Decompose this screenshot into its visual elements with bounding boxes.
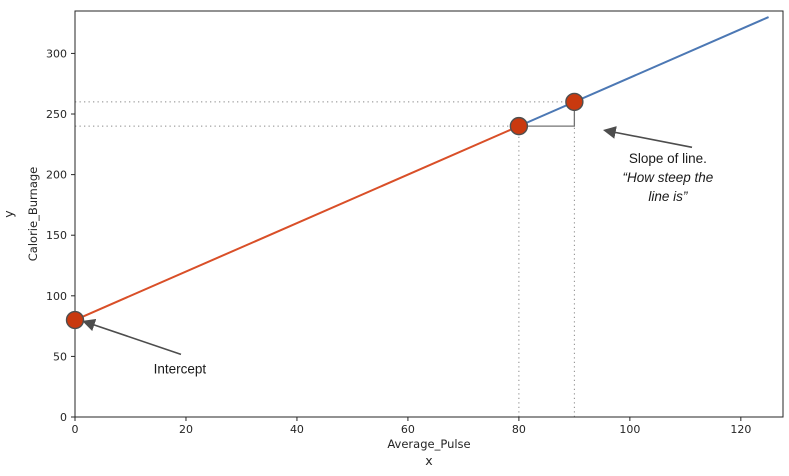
intercept-label: Intercept <box>154 362 207 377</box>
y-tick-label: 300 <box>46 47 67 60</box>
data-point <box>65 310 85 330</box>
y-tick-label: 200 <box>46 169 67 182</box>
data-point <box>509 116 529 136</box>
x-tick-label: 40 <box>290 423 304 436</box>
y-axis-secondary-label: y <box>1 210 16 218</box>
y-axis-label: Calorie_Burnage <box>26 167 40 261</box>
x-tick-label: 100 <box>619 423 640 436</box>
x-tick-label: 60 <box>401 423 415 436</box>
y-tick-label: 250 <box>46 108 67 121</box>
regression-line-red <box>74 125 520 321</box>
regression-line-blue <box>518 16 769 128</box>
x-axis-secondary-label: x <box>425 453 432 468</box>
x-tick-label: 120 <box>730 423 751 436</box>
data-point <box>565 92 584 112</box>
intercept-arrow <box>82 318 182 356</box>
y-tick-label: 150 <box>46 229 67 242</box>
x-tick-label: 80 <box>512 423 526 436</box>
slope-label: “How steep the <box>622 170 713 185</box>
y-tick-label: 100 <box>46 290 67 303</box>
x-tick-label: 0 <box>72 423 79 436</box>
slope-arrow <box>603 126 693 149</box>
slope-label: Slope of line. <box>629 151 707 166</box>
y-tick-label: 0 <box>60 411 67 424</box>
x-tick-label: 20 <box>179 423 193 436</box>
x-axis-label: Average_Pulse <box>387 437 470 451</box>
slope-label: line is” <box>648 189 688 204</box>
plot-frame <box>74 10 784 418</box>
y-tick-label: 50 <box>53 350 67 363</box>
